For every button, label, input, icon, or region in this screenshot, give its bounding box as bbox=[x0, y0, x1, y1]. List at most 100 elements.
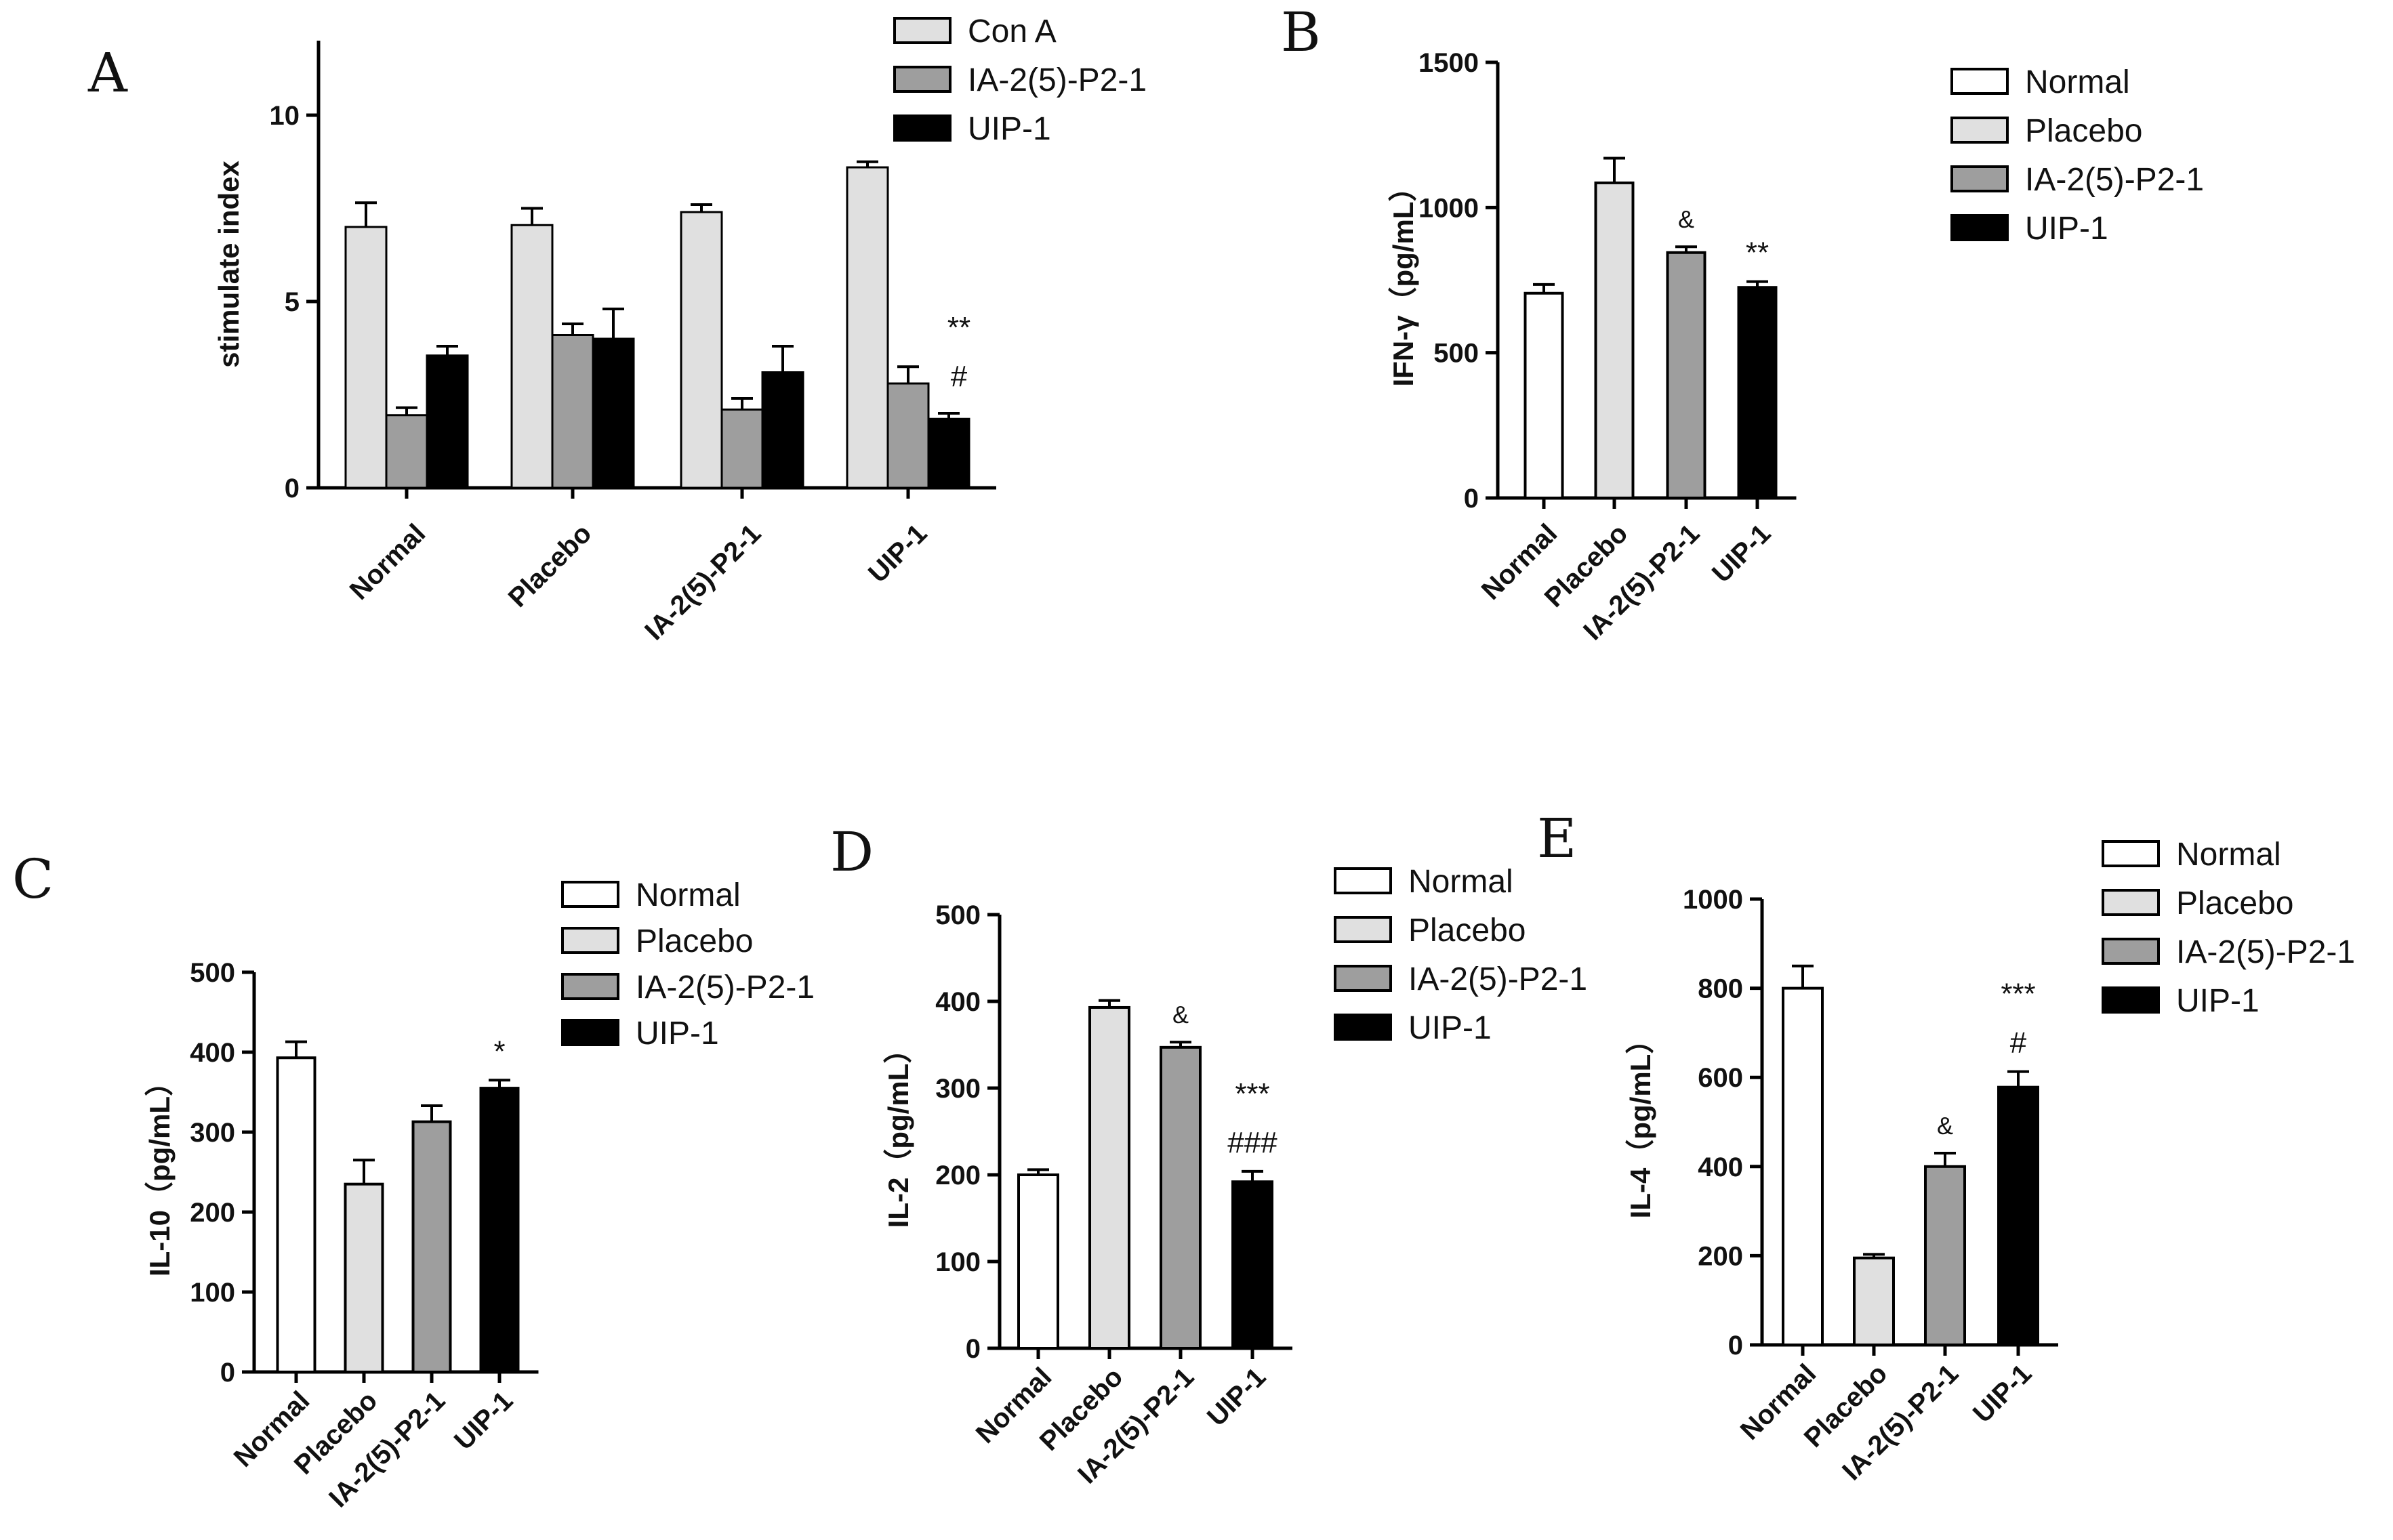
bar-normal bbox=[276, 1056, 316, 1373]
legend-swatch-con-a bbox=[893, 17, 952, 44]
significance-mark: * bbox=[493, 1035, 505, 1068]
legend-label-uip-1: UIP-1 bbox=[2025, 211, 2108, 247]
legend-label-ia-2-5-p2-1: IA-2(5)-P2-1 bbox=[2176, 934, 2355, 970]
legend-swatch-uip-1 bbox=[2102, 986, 2160, 1014]
bar-uip-1 bbox=[1997, 1085, 2039, 1347]
bar-normal bbox=[1017, 1173, 1059, 1350]
bar-ia-2-5-p2-1 bbox=[1666, 251, 1706, 499]
bar-uip-1 bbox=[479, 1087, 520, 1373]
bar-ia-2-5-p2-1 bbox=[1160, 1045, 1202, 1350]
y-axis-title: IL-2（pg/mL） bbox=[882, 1035, 914, 1228]
bar-placebo bbox=[344, 1182, 384, 1373]
y-tick-label: 400 bbox=[935, 987, 981, 1017]
chart-d: 0 100 200 300 400 500 IL-2（pg/mL） Normal Placebo… bbox=[882, 864, 1587, 1490]
y-tick-label: 200 bbox=[935, 1161, 981, 1190]
bar-normal bbox=[1782, 986, 1824, 1346]
legend-swatch-normal bbox=[1950, 68, 2009, 95]
bar-normal bbox=[1523, 291, 1564, 499]
legend-label-uip-1: UIP-1 bbox=[968, 111, 1051, 147]
x-tick-label-uip-1: UIP-1 bbox=[1967, 1358, 2037, 1428]
bar-normal-con-a bbox=[344, 226, 388, 489]
y-tick-label: 1000 bbox=[1418, 193, 1479, 223]
legend-label-placebo: Placebo bbox=[2176, 886, 2293, 921]
y-axis-title: IFN-γ（pg/mL） bbox=[1387, 173, 1419, 387]
x-tick-label-normal: Normal bbox=[344, 518, 432, 606]
y-tick-label: 0 bbox=[1464, 484, 1479, 514]
bar-uip-1 bbox=[1231, 1180, 1273, 1350]
chart-c: 0 100 200 300 400 500 IL-10（pg/mL） Normal Placeb… bbox=[144, 877, 815, 1514]
bar-uip-1-con-a bbox=[846, 166, 889, 489]
legend-label-placebo: Placebo bbox=[1408, 913, 1526, 949]
legend-swatch-normal bbox=[2102, 840, 2160, 867]
x-tick-label-ia-2-5-p2-1: IA-2(5)-P2-1 bbox=[639, 518, 766, 646]
significance-mark: ### bbox=[1227, 1126, 1277, 1159]
y-tick-label: 500 bbox=[190, 958, 235, 988]
legend-label-normal: Normal bbox=[636, 877, 741, 913]
legend-swatch-placebo bbox=[1950, 117, 2009, 144]
bar-ia-2-5-p2-1-ia-2-5-p2-1 bbox=[720, 409, 764, 489]
y-tick-label: 10 bbox=[270, 101, 300, 131]
bar-uip-1-uip-1 bbox=[927, 417, 970, 489]
legend-label-con-a: Con A bbox=[968, 14, 1057, 49]
legend-swatch-ia-2-5-p2-1 bbox=[561, 973, 619, 1000]
panel-letter-a: A bbox=[87, 41, 128, 104]
significance-mark: ** bbox=[1746, 236, 1769, 270]
panel-letter-b: B bbox=[1281, 1, 1321, 64]
legend-label-normal: Normal bbox=[1408, 864, 1513, 900]
legend-label-uip-1: UIP-1 bbox=[1408, 1010, 1492, 1046]
legend-swatch-placebo bbox=[1334, 916, 1392, 943]
bar-ia-2-5-p2-1 bbox=[1924, 1165, 1966, 1347]
bar-uip-1 bbox=[1737, 286, 1778, 499]
legend-label-uip-1: UIP-1 bbox=[636, 1016, 719, 1052]
legend-label-placebo: Placebo bbox=[2025, 113, 2142, 149]
legend-swatch-uip-1 bbox=[893, 115, 952, 142]
y-tick-label: 300 bbox=[190, 1118, 235, 1148]
y-tick-label: 0 bbox=[966, 1334, 981, 1364]
chart-b: 0 500 1000 1500 IFN-γ（pg/mL） Normal Placebo IA-… bbox=[1387, 48, 2204, 646]
bar-placebo-ia-2-5-p2-1 bbox=[551, 334, 594, 489]
y-tick-label: 0 bbox=[220, 1358, 235, 1388]
legend-swatch-placebo bbox=[2102, 889, 2160, 916]
x-tick-label-uip-1: UIP-1 bbox=[1202, 1362, 1271, 1432]
bar-normal-uip-1 bbox=[426, 354, 469, 489]
y-tick-label: 500 bbox=[935, 900, 981, 930]
bar-uip-1-ia-2-5-p2-1 bbox=[886, 382, 930, 489]
y-tick-label: 0 bbox=[285, 474, 300, 503]
legend-label-ia-2-5-p2-1: IA-2(5)-P2-1 bbox=[636, 970, 815, 1005]
significance-mark: & bbox=[1172, 1001, 1189, 1028]
x-tick-label-uip-1: UIP-1 bbox=[449, 1386, 518, 1455]
chart-a: 0 5 10 stimulate index Normal Placebo IA-2(5)-… bbox=[213, 14, 1147, 646]
y-tick-label: 300 bbox=[935, 1074, 981, 1104]
y-tick-label: 100 bbox=[935, 1247, 981, 1277]
significance-mark: *** bbox=[2001, 978, 2035, 1011]
y-axis-title: stimulate index bbox=[213, 160, 245, 367]
y-tick-label: 800 bbox=[1698, 974, 1743, 1004]
legend-swatch-uip-1 bbox=[1334, 1014, 1392, 1041]
y-tick-label: 400 bbox=[1698, 1152, 1743, 1182]
y-tick-label: 5 bbox=[285, 287, 300, 317]
bar-placebo bbox=[1088, 1005, 1130, 1350]
y-tick-label: 500 bbox=[1433, 339, 1479, 369]
y-tick-label: 1000 bbox=[1683, 885, 1743, 915]
legend-label-placebo: Placebo bbox=[636, 923, 753, 959]
bar-ia-2-5-p2-1 bbox=[411, 1120, 452, 1374]
significance-mark: ** bbox=[947, 311, 970, 344]
legend-label-normal: Normal bbox=[2176, 837, 2281, 873]
x-tick-label-placebo: Placebo bbox=[503, 518, 598, 613]
x-tick-label-uip-1: UIP-1 bbox=[1706, 518, 1776, 588]
legend-label-ia-2-5-p2-1: IA-2(5)-P2-1 bbox=[2025, 162, 2204, 198]
panel-letter-d: D bbox=[830, 820, 874, 883]
significance-mark: & bbox=[1678, 205, 1694, 233]
bar-ia-2-5-p2-1-uip-1 bbox=[761, 371, 804, 489]
y-tick-label: 200 bbox=[1698, 1241, 1743, 1271]
significance-mark: *** bbox=[1235, 1077, 1269, 1110]
panel-letter-e: E bbox=[1537, 807, 1576, 870]
legend-swatch-uip-1 bbox=[561, 1019, 619, 1046]
legend-label-normal: Normal bbox=[2025, 64, 2130, 100]
y-tick-label: 0 bbox=[1728, 1331, 1743, 1360]
legend-label-ia-2-5-p2-1: IA-2(5)-P2-1 bbox=[1408, 961, 1587, 997]
bar-normal-ia-2-5-p2-1 bbox=[385, 414, 428, 489]
y-tick-label: 200 bbox=[190, 1198, 235, 1228]
legend-label-ia-2-5-p2-1: IA-2(5)-P2-1 bbox=[968, 62, 1147, 98]
